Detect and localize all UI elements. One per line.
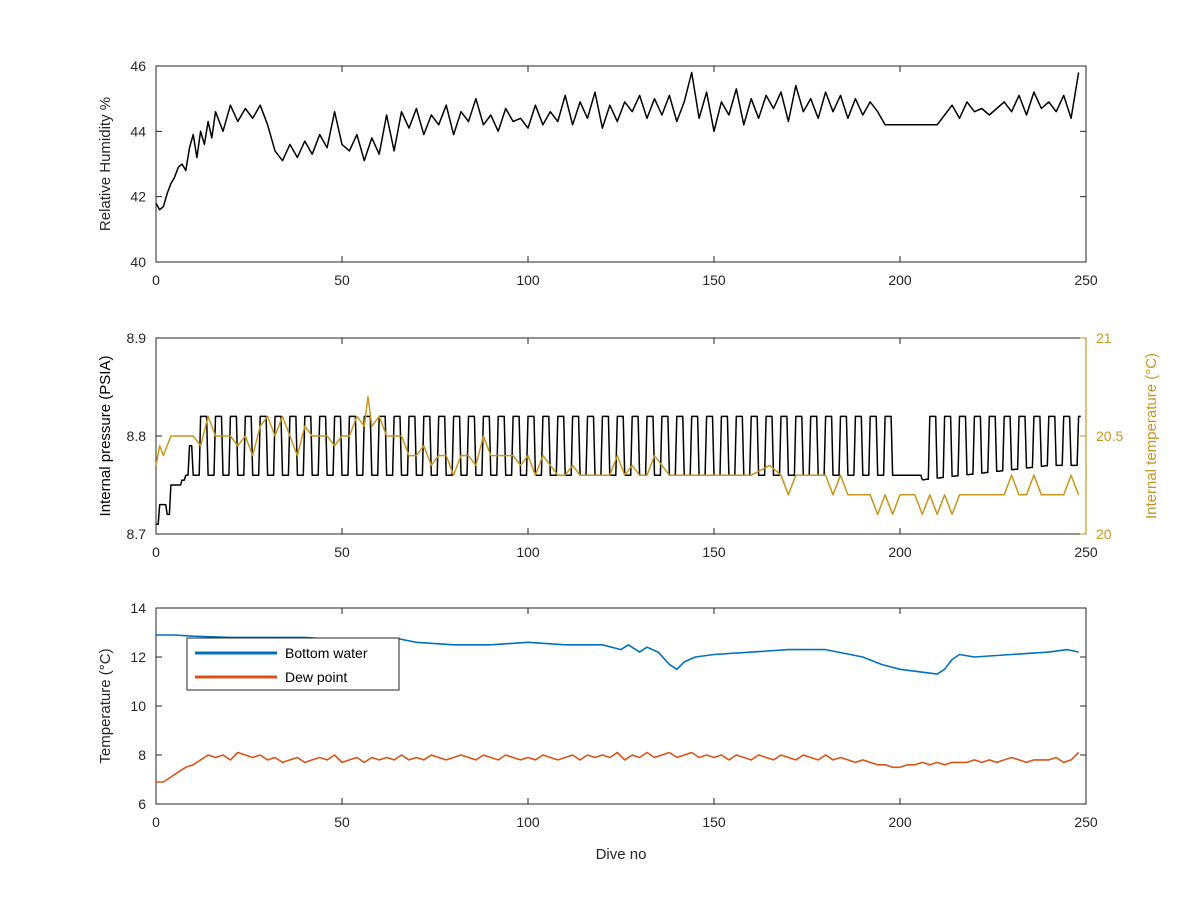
x-tick-label: 100 [516,814,540,830]
legend-label: Dew point [285,669,347,685]
y-tick-label: 42 [130,189,146,205]
panel-3 [155,607,1087,805]
series-line-2-1 [156,415,1081,525]
legend-box [186,637,400,691]
y-axis-label: Temperature (°C) [97,648,114,763]
x-tick-label: 250 [1074,272,1098,288]
right-y-tick-label: 20 [1096,526,1112,542]
x-tick-label: 150 [702,544,726,560]
y-tick-label: 44 [130,123,146,139]
x-tick-label: 50 [334,544,350,560]
x-tick-label: 200 [888,544,912,560]
y-axis-label: Relative Humidity % [97,97,114,231]
plot-area-box [155,65,1087,263]
right-y-tick-label: 20.5 [1096,428,1123,444]
series-line-1-1 [155,71,1080,211]
x-tick-label: 200 [888,814,912,830]
y-tick-label: 6 [138,796,146,812]
y-tick-label: 8.9 [127,330,147,346]
y-tick-label: 8.8 [127,428,147,444]
legend-label: Bottom water [285,645,368,661]
x-tick-label: 250 [1074,814,1098,830]
right-y-tick-label: 21 [1096,330,1112,346]
x-tick-label: 0 [152,814,160,830]
right-y-axis-label: Internal temperature (°C) [1143,353,1160,519]
x-tick-label: 100 [516,272,540,288]
panel-2 [155,337,1087,535]
series-line-2-2 [155,396,1080,516]
x-tick-label: 100 [516,544,540,560]
y-tick-label: 40 [130,254,146,270]
x-tick-label: 150 [702,272,726,288]
y-tick-label: 8.7 [127,526,147,542]
x-tick-label: 50 [334,272,350,288]
x-axis-label: Dive no [596,846,647,863]
series-line-dew-point [156,751,1080,783]
y-tick-label: 8 [138,747,146,763]
y-tick-label: 14 [130,600,146,616]
x-tick-label: 250 [1074,544,1098,560]
panel-1 [155,65,1087,263]
y-tick-label: 12 [130,649,146,665]
x-tick-label: 0 [152,272,160,288]
plot-area-box [155,337,1087,535]
y-tick-label: 46 [130,58,146,74]
x-tick-label: 0 [152,544,160,560]
y-tick-label: 10 [130,698,146,714]
x-tick-label: 150 [702,814,726,830]
y-axis-label: Internal pressure (PSIA) [97,356,114,517]
x-tick-label: 200 [888,272,912,288]
x-tick-label: 50 [334,814,350,830]
